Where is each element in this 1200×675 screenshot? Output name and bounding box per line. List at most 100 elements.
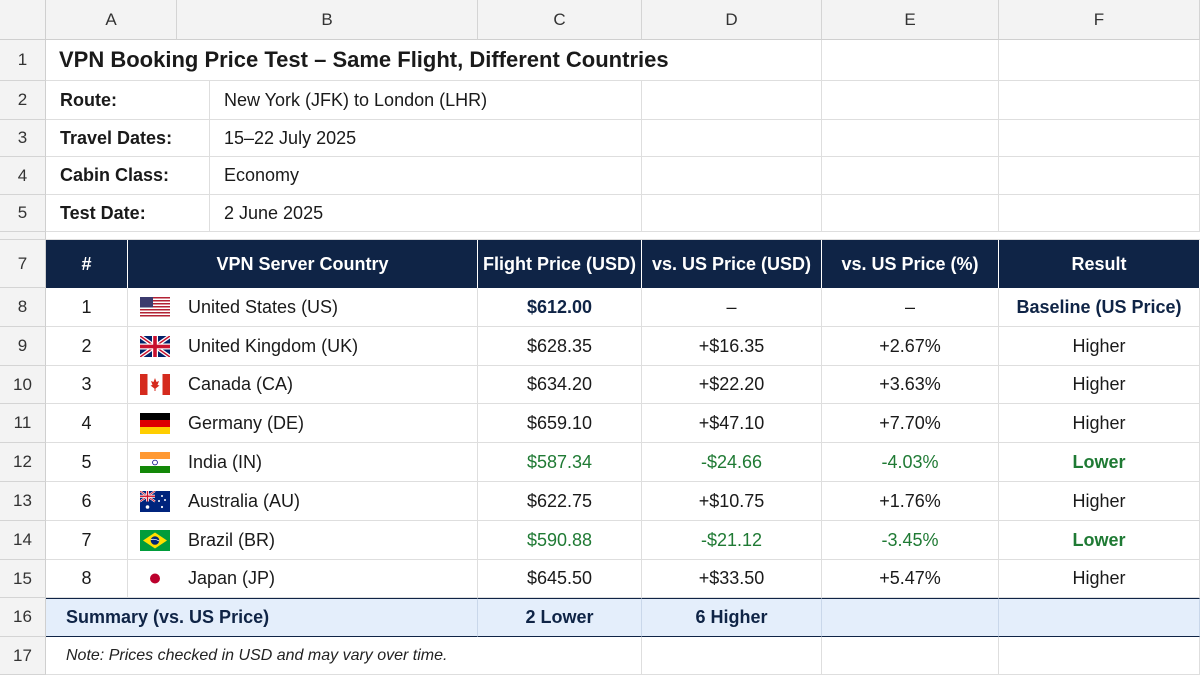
info-label[interactable]: Route: <box>46 81 210 120</box>
info-value[interactable]: New York (JFK) to London (LHR) <box>210 81 642 120</box>
result-cell[interactable]: Higher <box>999 482 1200 521</box>
result-cell[interactable]: Baseline (US Price) <box>999 288 1200 327</box>
vs-us-pct[interactable]: +2.67% <box>822 327 999 366</box>
result-cell[interactable]: Lower <box>999 521 1200 560</box>
flight-price[interactable]: $659.10 <box>478 404 642 443</box>
vs-us-pct[interactable]: +7.70% <box>822 404 999 443</box>
row-header-15[interactable]: 15 <box>0 560 46 598</box>
sheet-title[interactable]: VPN Booking Price Test – Same Flight, Di… <box>46 40 822 81</box>
row-header-10[interactable]: 10 <box>0 366 46 404</box>
flight-price[interactable]: $612.00 <box>478 288 642 327</box>
vs-us-pct[interactable]: +3.63% <box>822 366 999 404</box>
summary-f[interactable] <box>999 598 1200 637</box>
flight-price[interactable]: $628.35 <box>478 327 642 366</box>
cell-d4[interactable] <box>642 157 822 195</box>
cell-f17[interactable] <box>999 637 1200 675</box>
cell-e17[interactable] <box>822 637 999 675</box>
cell-d5[interactable] <box>642 195 822 232</box>
row-header-8[interactable]: 8 <box>0 288 46 327</box>
row-number[interactable]: 4 <box>46 404 128 443</box>
country-cell[interactable]: India (IN) <box>128 443 478 482</box>
country-cell[interactable]: United Kingdom (UK) <box>128 327 478 366</box>
cell-e5[interactable] <box>822 195 999 232</box>
row-header-17[interactable]: 17 <box>0 637 46 675</box>
cell-f5[interactable] <box>999 195 1200 232</box>
row-number[interactable]: 8 <box>46 560 128 598</box>
result-cell[interactable]: Higher <box>999 560 1200 598</box>
column-header-d[interactable]: D <box>642 0 822 40</box>
info-label[interactable]: Travel Dates: <box>46 120 210 157</box>
row-header-16[interactable]: 16 <box>0 598 46 637</box>
header-result[interactable]: Result <box>999 240 1200 288</box>
cell-f3[interactable] <box>999 120 1200 157</box>
country-cell[interactable]: Canada (CA) <box>128 366 478 404</box>
summary-lower-count[interactable]: 2 Lower <box>478 598 642 637</box>
header-vs-us-usd[interactable]: vs. US Price (USD) <box>642 240 822 288</box>
row-header-13[interactable]: 13 <box>0 482 46 521</box>
row-number[interactable]: 2 <box>46 327 128 366</box>
cell-d3[interactable] <box>642 120 822 157</box>
cell-e4[interactable] <box>822 157 999 195</box>
country-cell[interactable]: Brazil (BR) <box>128 521 478 560</box>
row-header-14[interactable]: 14 <box>0 521 46 560</box>
cell-e1[interactable] <box>822 40 999 81</box>
result-cell[interactable]: Higher <box>999 366 1200 404</box>
info-label[interactable]: Test Date: <box>46 195 210 232</box>
cell-e3[interactable] <box>822 120 999 157</box>
flight-price[interactable]: $587.34 <box>478 443 642 482</box>
country-cell[interactable]: Japan (JP) <box>128 560 478 598</box>
note-text[interactable]: Note: Prices checked in USD and may vary… <box>46 637 642 675</box>
info-value[interactable]: 15–22 July 2025 <box>210 120 642 157</box>
flight-price[interactable]: $590.88 <box>478 521 642 560</box>
result-cell[interactable]: Higher <box>999 327 1200 366</box>
cell-f1[interactable] <box>999 40 1200 81</box>
row-header-2[interactable]: 2 <box>0 81 46 120</box>
flight-price[interactable]: $622.75 <box>478 482 642 521</box>
row-number[interactable]: 6 <box>46 482 128 521</box>
column-header-a[interactable]: A <box>46 0 177 40</box>
select-all-corner[interactable] <box>0 0 46 40</box>
cell-f2[interactable] <box>999 81 1200 120</box>
summary-label[interactable]: Summary (vs. US Price) <box>46 598 478 637</box>
row-header-3[interactable]: 3 <box>0 120 46 157</box>
vs-us-usd[interactable]: +$33.50 <box>642 560 822 598</box>
row-header-4[interactable]: 4 <box>0 157 46 195</box>
column-header-c[interactable]: C <box>478 0 642 40</box>
vs-us-usd[interactable]: -$24.66 <box>642 443 822 482</box>
vs-us-pct[interactable]: -3.45% <box>822 521 999 560</box>
row-header-1[interactable]: 1 <box>0 40 46 81</box>
row-header-5[interactable]: 5 <box>0 195 46 232</box>
flight-price[interactable]: $645.50 <box>478 560 642 598</box>
info-value[interactable]: Economy <box>210 157 642 195</box>
cell-e2[interactable] <box>822 81 999 120</box>
summary-e[interactable] <box>822 598 999 637</box>
cell-d17[interactable] <box>642 637 822 675</box>
result-cell[interactable]: Lower <box>999 443 1200 482</box>
vs-us-pct[interactable]: +1.76% <box>822 482 999 521</box>
header-vs-us-pct[interactable]: vs. US Price (%) <box>822 240 999 288</box>
country-cell[interactable]: Germany (DE) <box>128 404 478 443</box>
row-header-11[interactable]: 11 <box>0 404 46 443</box>
vs-us-pct[interactable]: -4.03% <box>822 443 999 482</box>
row-number[interactable]: 3 <box>46 366 128 404</box>
row-header-9[interactable]: 9 <box>0 327 46 366</box>
row-header-7[interactable]: 7 <box>0 240 46 288</box>
summary-higher-count[interactable]: 6 Higher <box>642 598 822 637</box>
flight-price[interactable]: $634.20 <box>478 366 642 404</box>
vs-us-pct[interactable]: +5.47% <box>822 560 999 598</box>
header-number[interactable]: # <box>46 240 128 288</box>
column-header-b[interactable]: B <box>177 0 478 40</box>
country-cell[interactable]: Australia (AU) <box>128 482 478 521</box>
row-number[interactable]: 7 <box>46 521 128 560</box>
vs-us-usd[interactable]: -$21.12 <box>642 521 822 560</box>
row-number[interactable]: 5 <box>46 443 128 482</box>
vs-us-usd[interactable]: +$10.75 <box>642 482 822 521</box>
row-header-12[interactable]: 12 <box>0 443 46 482</box>
vs-us-usd[interactable]: +$47.10 <box>642 404 822 443</box>
row-number[interactable]: 1 <box>46 288 128 327</box>
info-value[interactable]: 2 June 2025 <box>210 195 642 232</box>
header-flight-price[interactable]: Flight Price (USD) <box>478 240 642 288</box>
country-cell[interactable]: United States (US) <box>128 288 478 327</box>
info-label[interactable]: Cabin Class: <box>46 157 210 195</box>
vs-us-pct[interactable]: – <box>822 288 999 327</box>
